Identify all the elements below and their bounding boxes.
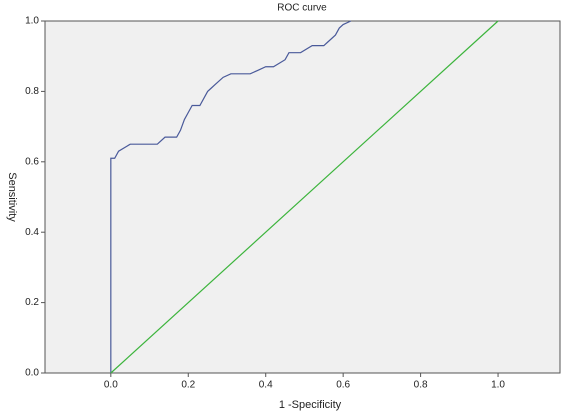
- plot-area: [44, 20, 561, 374]
- y-tick-label: 1.0: [25, 16, 39, 27]
- y-tick-label: 0.6: [25, 156, 39, 167]
- y-tick-label: 0.8: [25, 86, 39, 97]
- y-tick-label: 0.0: [25, 368, 39, 379]
- chart-title: ROC curve: [277, 3, 327, 14]
- x-tick-label: 0.4: [259, 380, 273, 391]
- y-tick-label: 0.4: [25, 227, 39, 238]
- roc-line: [110, 20, 352, 373]
- x-tick-label: 0.2: [181, 380, 195, 391]
- y-axis-label: Sensitivity: [6, 172, 18, 222]
- x-tick-label: 0.6: [336, 380, 350, 391]
- x-tick-label: 0.8: [414, 380, 428, 391]
- roc-line: [110, 20, 499, 374]
- y-tick-label: 0.2: [25, 297, 39, 308]
- x-tick-label: 1.0: [491, 380, 505, 391]
- x-axis-label: 1 -Specificity: [279, 399, 342, 411]
- x-tick-label: 0.0: [104, 380, 118, 391]
